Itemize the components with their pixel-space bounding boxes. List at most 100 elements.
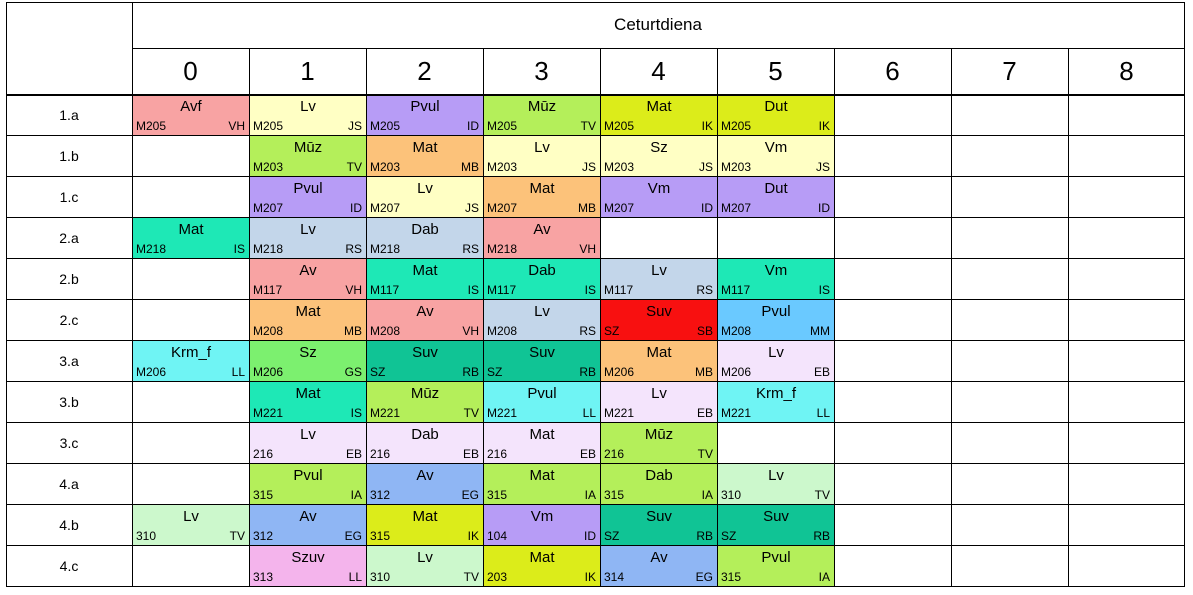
lesson-subject: Pvul <box>293 467 323 484</box>
lesson-cell[interactable]: Lv M218 RS <box>250 218 366 258</box>
lesson-cell[interactable]: Lv M117 RS <box>601 259 717 299</box>
lesson-cell[interactable]: Mūz M221 TV <box>367 382 483 422</box>
lesson-room: 314 <box>604 570 625 584</box>
lesson-room: M205 <box>253 119 284 133</box>
lesson-room: M221 <box>253 406 284 420</box>
lesson-subject: Krm_f <box>755 385 796 402</box>
lesson-cell[interactable]: Lv 310 TV <box>718 464 834 504</box>
lesson-cell[interactable]: Mat 315 IK <box>367 505 483 545</box>
lesson-room: M203 <box>253 160 284 174</box>
lesson-cell[interactable]: Mat 203 IK <box>484 546 600 586</box>
lesson-room: M117 <box>721 283 751 297</box>
lesson-cell[interactable]: Dab 315 IA <box>601 464 717 504</box>
lesson-cell[interactable]: Krm_f M221 LL <box>718 382 834 422</box>
lesson-cell[interactable]: Vm M207 ID <box>601 177 717 217</box>
lesson-cell[interactable]: Mat M203 MB <box>367 136 483 176</box>
lesson-teacher: RS <box>579 324 596 338</box>
lesson-room: M207 <box>721 201 752 215</box>
lesson-room: 313 <box>253 570 274 584</box>
lesson-subject: Mat <box>295 385 321 402</box>
lesson-subject: Av <box>533 221 551 238</box>
lesson-cell[interactable]: Dab M218 RS <box>367 218 483 258</box>
lesson-cell[interactable]: Szuv 313 LL <box>250 546 366 586</box>
lesson-cell[interactable]: Dut M205 IK <box>718 95 834 135</box>
lesson-teacher: TV <box>463 406 479 420</box>
lesson-cell[interactable]: Mat M206 MB <box>601 341 717 381</box>
lesson-cell[interactable]: Vm M203 JS <box>718 136 834 176</box>
lesson-cell[interactable]: Mat M218 IS <box>133 218 249 258</box>
lesson-subject: Lv <box>183 508 199 525</box>
lesson-cell[interactable]: Lv M206 EB <box>718 341 834 381</box>
lesson-cell[interactable]: Pvul M205 ID <box>367 95 483 135</box>
lesson-teacher: RB <box>813 529 830 543</box>
lesson-cell[interactable]: Pvul M208 MM <box>718 300 834 340</box>
lesson-room: M218 <box>253 242 284 256</box>
lesson-cell[interactable]: Pvul 315 IA <box>250 464 366 504</box>
lesson-teacher: RS <box>696 283 713 297</box>
lesson-cell[interactable]: Av M117 VH <box>250 259 366 299</box>
lesson-cell[interactable]: Dab 216 EB <box>367 423 483 463</box>
lesson-cell[interactable]: Lv 216 EB <box>250 423 366 463</box>
lesson-cell[interactable]: Suv SZ RB <box>484 341 600 381</box>
lesson-cell[interactable]: Sz M206 GS <box>250 341 366 381</box>
lesson-cell[interactable]: Mat M205 IK <box>601 95 717 135</box>
lesson-cell[interactable]: Av M208 VH <box>367 300 483 340</box>
lesson-room: 312 <box>370 488 391 502</box>
lesson-cell[interactable]: Dab M117 IS <box>484 259 600 299</box>
lesson-cell[interactable]: Lv M221 EB <box>601 382 717 422</box>
lesson-cell[interactable]: Mūz 216 TV <box>601 423 717 463</box>
lesson-cell[interactable]: Dut M207 ID <box>718 177 834 217</box>
lesson-cell[interactable]: Pvul M207 ID <box>250 177 366 217</box>
lesson-cell[interactable]: Suv SZ RB <box>718 505 834 545</box>
lesson-cell[interactable]: Avf M205 VH <box>133 95 249 135</box>
lesson-cell[interactable]: Lv 310 TV <box>133 505 249 545</box>
lesson-teacher: MB <box>578 201 596 215</box>
lesson-cell[interactable]: Lv M203 JS <box>484 136 600 176</box>
lesson-teacher: TV <box>229 529 245 543</box>
lesson-cell[interactable]: Mat M117 IS <box>367 259 483 299</box>
lesson-teacher: RS <box>345 242 362 256</box>
lesson-cell[interactable]: Pvul 315 IA <box>718 546 834 586</box>
lesson-room: M207 <box>370 201 401 215</box>
lesson-cell[interactable]: Av 312 EG <box>367 464 483 504</box>
lesson-cell[interactable]: Lv M205 JS <box>250 95 366 135</box>
lesson-subject: Vm <box>530 508 554 525</box>
lesson-subject: Dab <box>411 221 439 238</box>
class-label-1a: 1.a <box>59 106 79 123</box>
lesson-teacher: EB <box>345 447 362 461</box>
lesson-cell[interactable]: Pvul M221 LL <box>484 382 600 422</box>
lesson-teacher: VH <box>228 119 245 133</box>
lesson-cell[interactable]: Suv SZ RB <box>601 505 717 545</box>
lesson-cell[interactable]: Mat 315 IA <box>484 464 600 504</box>
lesson-subject: Av <box>299 508 317 525</box>
lesson-teacher: LL <box>348 570 362 584</box>
lesson-cell[interactable]: Suv SZ SB <box>601 300 717 340</box>
lesson-cell[interactable]: Mūz M203 TV <box>250 136 366 176</box>
lesson-cell[interactable]: Mat M221 IS <box>250 382 366 422</box>
lesson-cell[interactable]: Av M218 VH <box>484 218 600 258</box>
lesson-cell[interactable]: Lv M208 RS <box>484 300 600 340</box>
grid-line <box>1068 48 1069 587</box>
lesson-cell[interactable]: Mat M207 MB <box>484 177 600 217</box>
lesson-teacher: IA <box>350 488 362 502</box>
lesson-cell[interactable]: Lv M207 JS <box>367 177 483 217</box>
lesson-cell[interactable]: Mat M208 MB <box>250 300 366 340</box>
lesson-teacher: JS <box>815 160 830 174</box>
lesson-teacher: TV <box>697 447 713 461</box>
lesson-cell[interactable]: Av 314 EG <box>601 546 717 586</box>
lesson-subject: Lv <box>768 344 784 361</box>
lesson-cell[interactable]: Vm M117 IS <box>718 259 834 299</box>
lesson-cell[interactable]: Suv SZ RB <box>367 341 483 381</box>
lesson-teacher: IS <box>350 406 362 420</box>
lesson-subject: Vm <box>647 180 671 197</box>
lesson-teacher: IA <box>584 488 596 502</box>
lesson-cell[interactable]: Lv 310 TV <box>367 546 483 586</box>
lesson-cell[interactable]: Mūz M205 TV <box>484 95 600 135</box>
lesson-subject: Mat <box>529 180 555 197</box>
lesson-cell[interactable]: Sz M203 JS <box>601 136 717 176</box>
lesson-cell[interactable]: Mat 216 EB <box>484 423 600 463</box>
lesson-room: M218 <box>136 242 167 256</box>
lesson-cell[interactable]: Vm 104 ID <box>484 505 600 545</box>
lesson-cell[interactable]: Krm_f M206 LL <box>133 341 249 381</box>
lesson-cell[interactable]: Av 312 EG <box>250 505 366 545</box>
